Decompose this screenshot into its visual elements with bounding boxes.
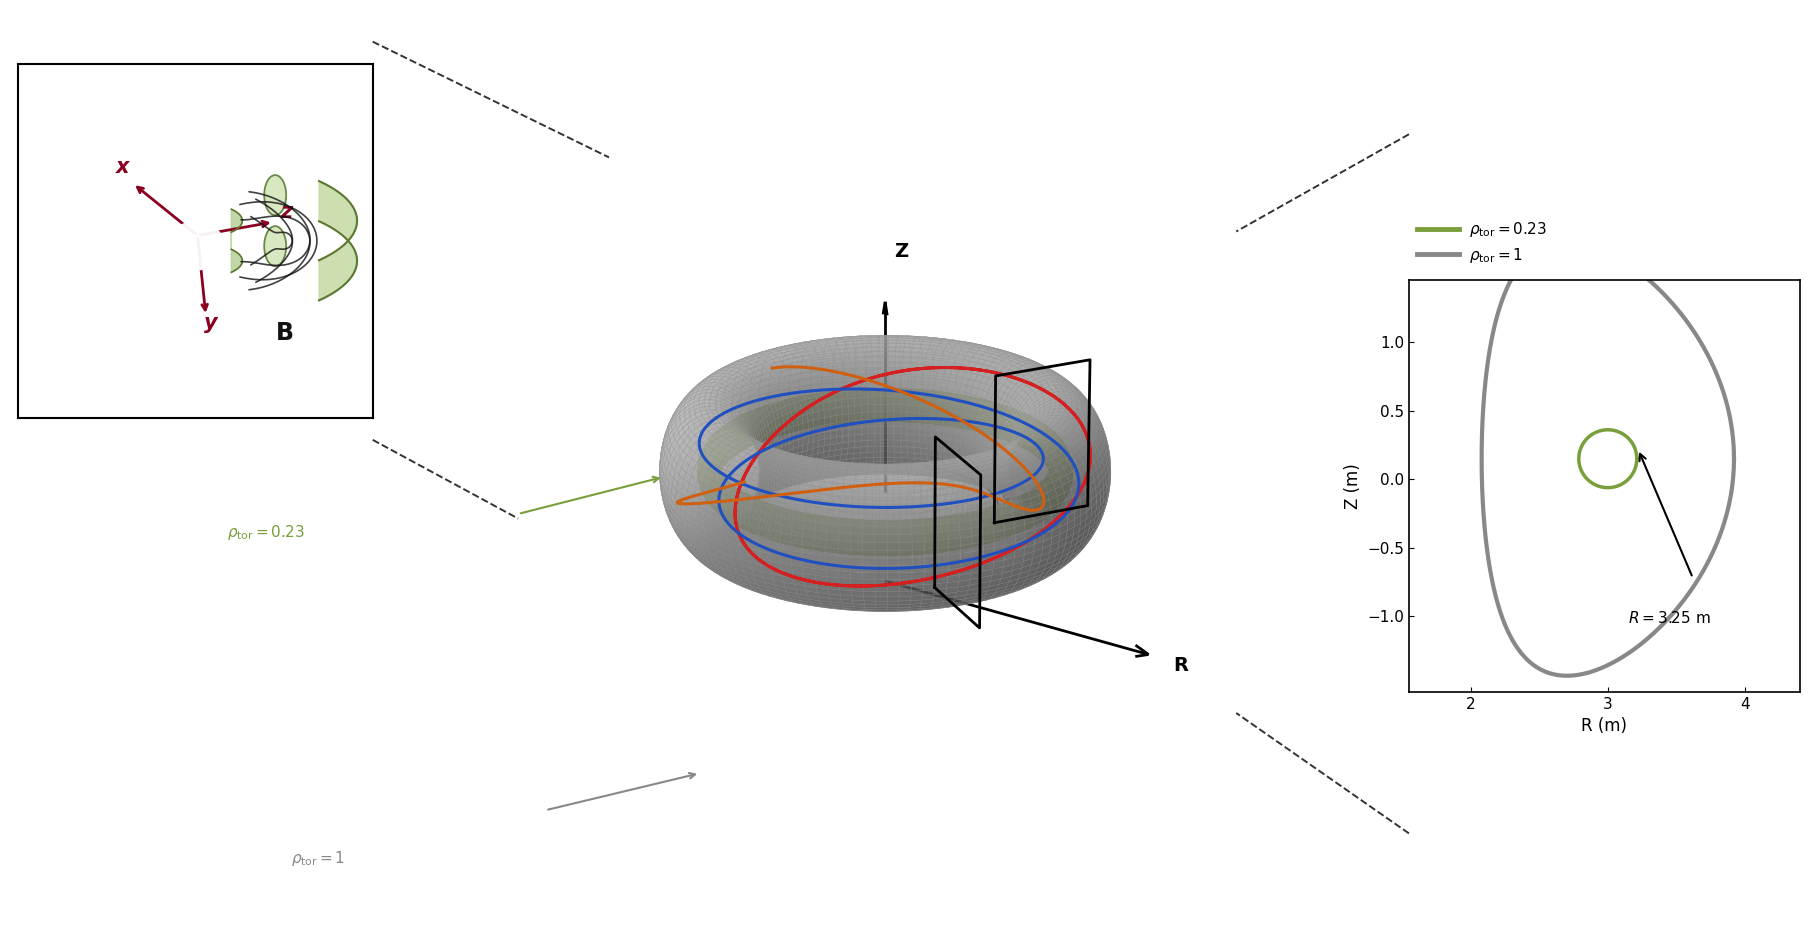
Text: y: y [204, 313, 218, 333]
Polygon shape [318, 181, 356, 300]
Ellipse shape [264, 175, 285, 215]
X-axis label: R (m): R (m) [1582, 718, 1627, 735]
Ellipse shape [165, 221, 225, 270]
Polygon shape [231, 209, 242, 272]
Ellipse shape [264, 226, 285, 267]
Legend: $\rho_\mathrm{tor} = 0.23$, $\rho_\mathrm{tor} = 1$: $\rho_\mathrm{tor} = 0.23$, $\rho_\mathr… [1416, 220, 1547, 265]
Text: x: x [116, 157, 129, 177]
Text: $\rho_\mathrm{tor} = 1$: $\rho_\mathrm{tor} = 1$ [291, 849, 345, 868]
Y-axis label: Z (m): Z (m) [1344, 463, 1362, 509]
Text: $\mathbf{B}$: $\mathbf{B}$ [275, 320, 293, 344]
Text: $\rho_\mathrm{tor} = 0.23$: $\rho_\mathrm{tor} = 0.23$ [227, 523, 305, 542]
Text: $R = 3.25\ \mathrm{m}$: $R = 3.25\ \mathrm{m}$ [1629, 610, 1711, 626]
Text: z: z [280, 202, 293, 222]
